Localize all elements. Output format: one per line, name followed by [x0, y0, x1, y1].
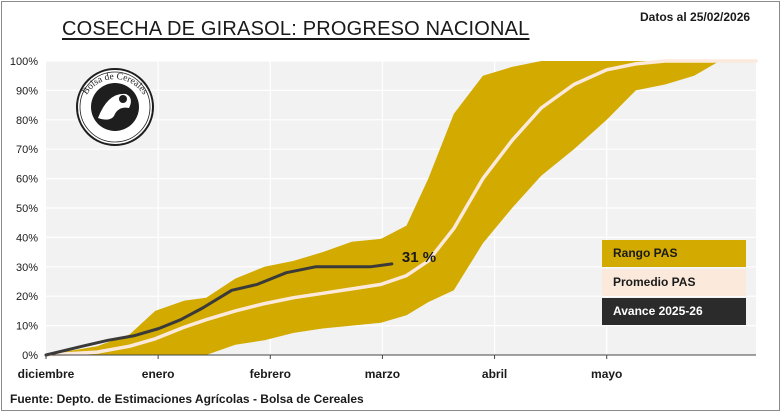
- x-tick-label: marzo: [365, 367, 400, 381]
- y-tick-label: 90%: [16, 85, 38, 97]
- x-tick-label: febrero: [250, 367, 291, 381]
- series-avance-2025-26-line: [44, 262, 394, 357]
- bolsa-de-cereales-logo: Bolsa de Cereales: [76, 68, 154, 146]
- y-tick-label: 10%: [16, 321, 38, 333]
- y-tick-label: 50%: [16, 203, 38, 215]
- y-tick-label: 100%: [10, 56, 38, 68]
- chart-title: COSECHA DE GIRASOL: PROGRESO NACIONAL: [62, 18, 530, 40]
- source-note: Fuente: Depto. de Estimaciones Agrícolas…: [10, 392, 364, 406]
- annotation-current-value: 31 %: [402, 249, 436, 266]
- y-tick-label: 70%: [16, 144, 38, 156]
- y-tick-label: 80%: [16, 115, 38, 127]
- series-promedio-pas-line: [44, 59, 758, 357]
- y-tick-label: 20%: [16, 291, 38, 303]
- series-rango-pas-band: [46, 61, 756, 355]
- legend-item-avance-2025-26: Avance 2025-26: [602, 298, 746, 325]
- legend-item-rango-pas: Rango PAS: [602, 240, 746, 267]
- data-date-note: Datos al 25/02/2026: [640, 10, 751, 24]
- y-tick-label: 60%: [16, 174, 38, 186]
- y-tick-label: 0%: [22, 350, 38, 362]
- y-tick-label: 30%: [16, 262, 38, 274]
- y-tick-label: 40%: [16, 232, 38, 244]
- x-tick-label: enero: [142, 367, 175, 381]
- legend-item-promedio-pas: Promedio PAS: [602, 269, 746, 296]
- x-tick-label: mayo: [591, 367, 622, 381]
- x-tick-label: diciembre: [18, 367, 75, 381]
- x-tick-label: abril: [482, 367, 507, 381]
